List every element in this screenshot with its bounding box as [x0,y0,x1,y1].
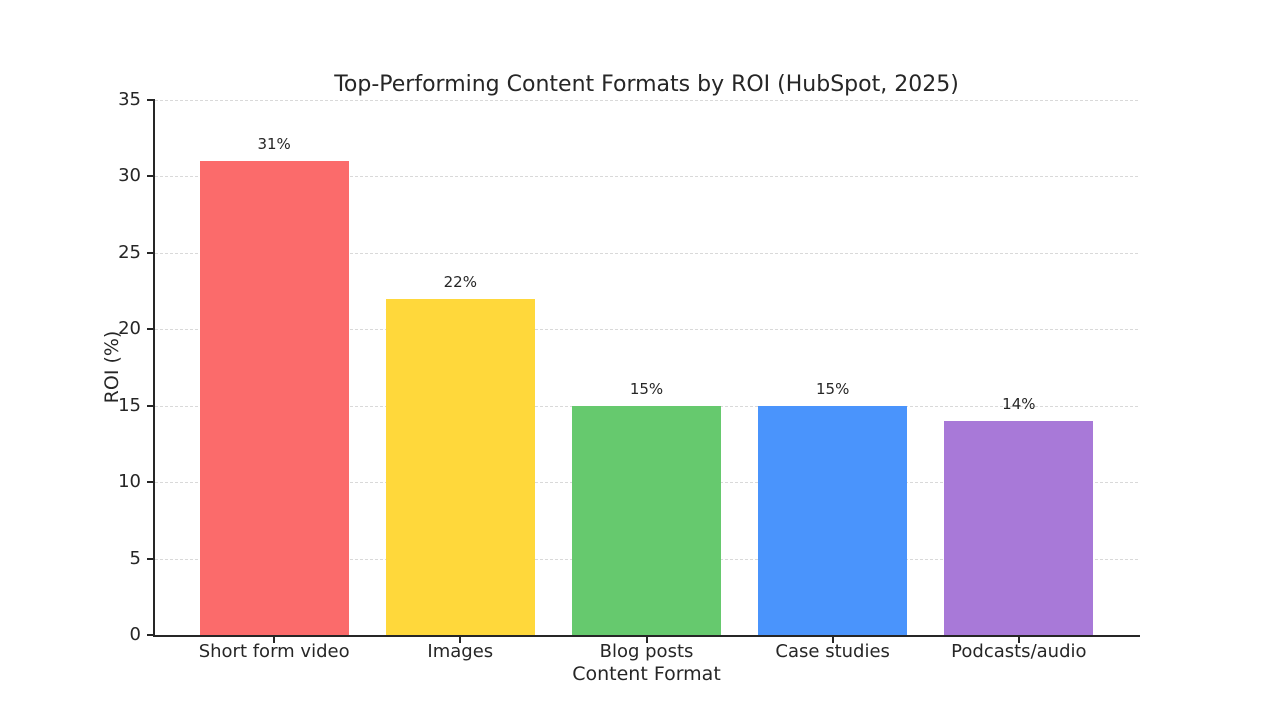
bar [758,405,908,635]
y-tick-label: 35 [118,89,141,110]
gridline [155,100,1138,101]
y-tick-mark [147,251,155,254]
bar [572,405,721,635]
y-tick-mark [147,481,155,484]
x-tick-mark [273,637,276,643]
gridline [155,329,1138,331]
gridline [155,252,1138,254]
y-tick-label: 25 [118,241,141,263]
x-tick-mark [1017,637,1020,643]
bar-value-label: 15% [816,379,850,398]
x-axis-spine [153,635,1140,637]
y-tick-label: 20 [118,318,141,340]
x-tick-label: Images [427,641,494,662]
y-tick-label: 15 [118,394,141,416]
x-tick-mark [831,637,834,643]
bar-value-label: 15% [629,379,664,398]
x-tick-label: Blog posts [599,641,694,662]
y-axis-spine [153,100,155,637]
y-tick-mark [147,328,155,331]
x-tick-mark [645,637,648,643]
x-tick-label: Short form video [198,641,350,662]
y-tick-label: 30 [118,165,141,187]
x-tick-mark [459,637,462,643]
bar [944,421,1094,635]
bar [199,161,349,635]
gridline [155,176,1138,178]
bar-value-label: 22% [443,272,477,291]
x-tick-label: Podcasts/audio [951,641,1087,662]
y-tick-mark [147,634,155,636]
x-axis-label: Content Format [572,663,721,685]
y-tick-mark [147,175,155,178]
y-tick-label: 10 [118,471,141,493]
plot-area: 31% 22% 15% 15% 14% [155,100,1138,635]
x-tick-label: Case studies [775,641,890,662]
y-tick-mark [147,99,155,101]
y-tick-label: 5 [129,547,141,569]
bar [385,298,535,635]
bar-value-label: 31% [257,135,291,154]
y-tick-mark [147,557,155,560]
chart-title: Top-Performing Content Formats by ROI (H… [334,72,959,97]
y-tick-label: 0 [129,624,141,645]
y-axis-label: ROI (%) [101,330,123,404]
bar-value-label: 14% [1002,395,1036,413]
y-tick-mark [147,404,155,407]
